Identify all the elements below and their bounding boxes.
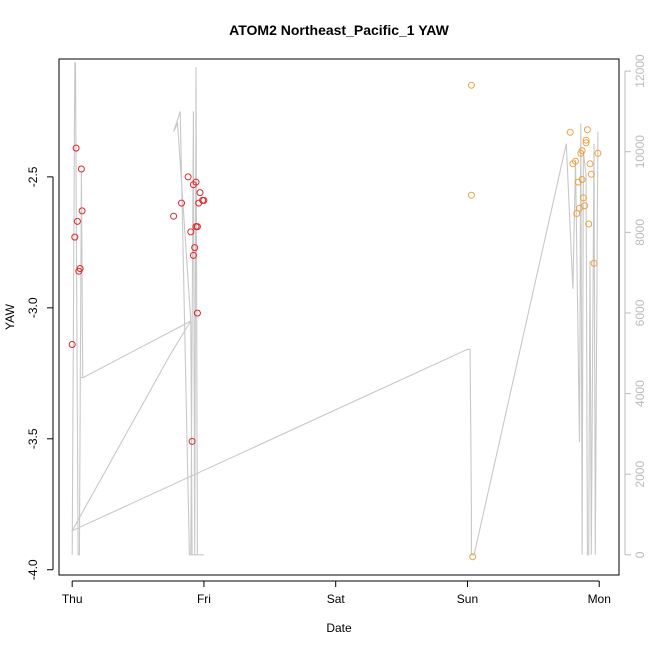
y-tick-label: -3.0 bbox=[26, 297, 40, 318]
data-point bbox=[178, 199, 185, 207]
data-point bbox=[572, 157, 579, 165]
data-point bbox=[189, 251, 197, 259]
x-tick-label: Mon bbox=[588, 592, 611, 606]
x-tick-label: Sat bbox=[327, 592, 346, 606]
right-tick-label: 0 bbox=[633, 551, 647, 558]
series-line bbox=[70, 62, 599, 556]
x-tick-label: Fri bbox=[197, 592, 211, 606]
data-point bbox=[73, 217, 81, 225]
right-tick-label: 6000 bbox=[633, 299, 647, 326]
data-point bbox=[582, 139, 590, 147]
data-point bbox=[200, 196, 208, 204]
right-tick-label: 2000 bbox=[633, 461, 647, 488]
data-point bbox=[566, 128, 574, 136]
data-point bbox=[579, 194, 587, 202]
right-tick-label: 12000 bbox=[633, 54, 647, 88]
data-point bbox=[191, 244, 199, 252]
data-point bbox=[581, 202, 589, 210]
data-point bbox=[184, 173, 192, 181]
y-axis-label: YAW bbox=[3, 303, 17, 330]
y-tick-label: -4.0 bbox=[26, 559, 40, 580]
y-axis: -4.0 -3.5 -3.0 -2.5 bbox=[26, 166, 54, 580]
data-point bbox=[192, 178, 200, 186]
y-tick-label: -3.5 bbox=[26, 428, 40, 449]
data-point bbox=[586, 160, 594, 168]
data-point bbox=[582, 136, 590, 144]
data-point bbox=[585, 220, 593, 228]
x-tick-label: Thu bbox=[62, 592, 83, 606]
line-layer bbox=[70, 62, 599, 556]
x-tick-label: Sun bbox=[457, 592, 478, 606]
right-tick-label: 8000 bbox=[633, 219, 647, 246]
data-point bbox=[467, 191, 475, 199]
data-point bbox=[469, 553, 477, 561]
data-point bbox=[587, 170, 595, 178]
data-point bbox=[467, 81, 475, 89]
data-point bbox=[590, 259, 598, 267]
points-layer bbox=[68, 81, 602, 561]
x-axis: Thu Fri Sat Sun Mon bbox=[62, 580, 611, 606]
data-point bbox=[193, 309, 201, 317]
data-point bbox=[187, 228, 195, 236]
data-point bbox=[196, 189, 204, 197]
right-tick-label: 4000 bbox=[633, 380, 647, 407]
data-point bbox=[78, 207, 86, 215]
data-point bbox=[578, 176, 586, 183]
right-tick-label: 10000 bbox=[633, 135, 647, 169]
data-point bbox=[72, 144, 80, 152]
data-point bbox=[583, 126, 591, 134]
y-tick-label: -2.5 bbox=[26, 166, 40, 187]
data-point bbox=[188, 437, 196, 445]
plot-frame bbox=[58, 58, 620, 576]
data-point bbox=[71, 233, 79, 241]
right-axis: 0 2000 4000 6000 8000 10000 12000 bbox=[624, 54, 647, 558]
data-point bbox=[193, 223, 201, 231]
chart-title: ATOM2 Northeast_Pacific_1 YAW bbox=[229, 22, 449, 38]
data-point bbox=[76, 265, 84, 272]
x-axis-label: Date bbox=[326, 621, 352, 635]
data-point bbox=[578, 147, 586, 155]
data-point bbox=[594, 149, 602, 157]
data-point bbox=[170, 212, 178, 220]
data-point bbox=[68, 341, 76, 348]
data-point bbox=[77, 165, 85, 173]
